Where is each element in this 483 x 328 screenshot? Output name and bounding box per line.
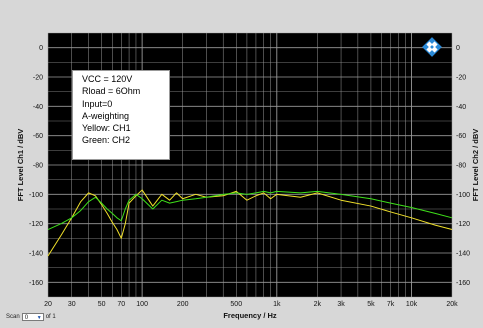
y-tick-label-right: -20: [456, 75, 466, 82]
y-tick-label-left: -160: [29, 280, 43, 287]
logo-icon: [422, 37, 442, 57]
x-tick-label: 50: [98, 301, 106, 308]
y-tick-label-left: -60: [33, 133, 43, 140]
y-tick-label-left: -100: [29, 192, 43, 199]
x-tick-label: 20: [44, 301, 52, 308]
y-tick-label-right: 0: [456, 45, 460, 52]
series-line-ch2: [47, 190, 453, 230]
scan-label: Scan: [6, 314, 20, 320]
x-tick-label: 200: [177, 301, 189, 308]
y-tick-label-right: -120: [456, 221, 470, 228]
x-tick-label: 30: [68, 301, 76, 308]
legend-line: VCC = 120V: [82, 74, 133, 84]
x-tick-label: 100: [136, 301, 148, 308]
y-axis-title-left: FFT Level Ch1 / dBV: [16, 129, 25, 202]
x-tick-label: 20k: [446, 301, 458, 308]
legend-line: Rload = 6Ohm: [82, 86, 141, 97]
y-tick-label-left: -120: [29, 221, 43, 228]
x-tick-label: 1k: [273, 301, 281, 308]
scan-suffix: of 1: [45, 314, 56, 320]
y-tick-label-left: -40: [33, 104, 43, 111]
legend-line: Yellow: CH1: [82, 123, 131, 134]
tick-labels: 20 30 50 70 100 200 500 1k 2k 3k 5k 7k 10k 20k 0 0 -20 -2…: [29, 45, 470, 308]
y-tick-label-right: -160: [456, 280, 470, 287]
series-layer: [47, 189, 453, 257]
y-tick-label-right: -60: [456, 133, 466, 140]
scan-value: 0: [24, 315, 29, 321]
y-tick-label-right: -80: [456, 163, 466, 170]
y-axis-title-right: FFT Level Ch2 / dBV: [471, 129, 480, 202]
x-tick-label: 7k: [387, 301, 395, 308]
x-tick-label: 2k: [314, 301, 322, 308]
y-tick-label-right: -140: [456, 251, 470, 258]
y-tick-label-left: -80: [33, 163, 43, 170]
x-axis-title: Frequency / Hz: [223, 311, 277, 320]
legend-line: Input=0: [82, 98, 113, 109]
x-tick-label: 10k: [406, 301, 418, 308]
scan-control: Scan 0 ▼ of 1: [6, 313, 56, 321]
x-tick-label: 5k: [367, 301, 375, 308]
x-tick-label: 500: [230, 301, 242, 308]
x-tick-label: 3k: [337, 301, 345, 308]
legend-line: A-weighting: [82, 110, 130, 121]
chevron-down-icon: ▼: [36, 315, 42, 321]
legend-line: Green: CH2: [82, 135, 131, 146]
x-tick-label: 70: [117, 301, 125, 308]
y-tick-label-left: -140: [29, 251, 43, 258]
y-tick-label-left: -20: [33, 75, 43, 82]
legend-annotation: VCC = 120V Rload = 6Ohm Input=0 A-weight…: [72, 70, 170, 160]
y-tick-label-left: 0: [39, 45, 43, 52]
y-tick-label-right: -40: [456, 104, 466, 111]
series-line-ch1: [47, 189, 453, 257]
y-tick-label-right: -100: [456, 192, 470, 199]
scan-select[interactable]: 0 ▼: [21, 313, 44, 321]
